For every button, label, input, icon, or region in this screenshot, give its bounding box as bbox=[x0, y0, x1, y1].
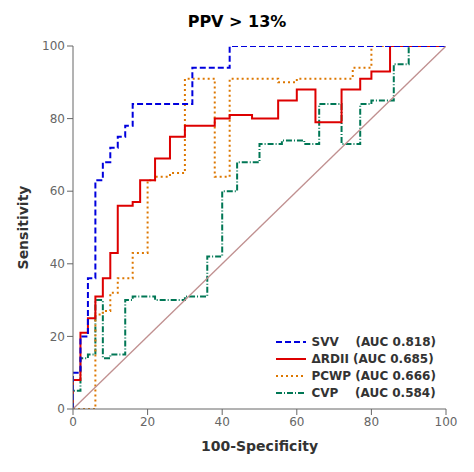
html-text:CVP (AUC 0.584): CVP (AUC 0.584) bbox=[311, 385, 436, 400]
svg-text:100: 100 bbox=[42, 39, 65, 53]
svg-text:20: 20 bbox=[50, 330, 65, 344]
html-text:ΔRDII (AUC 0.685): ΔRDII (AUC 0.685) bbox=[311, 351, 434, 366]
svg-text:Sensitivity: Sensitivity bbox=[15, 186, 31, 270]
svg-text:40: 40 bbox=[215, 415, 230, 429]
svg-text:80: 80 bbox=[50, 112, 65, 126]
svg-text:80: 80 bbox=[364, 415, 379, 429]
svg-text:0: 0 bbox=[69, 415, 77, 429]
html-text:PPV > 13%: PPV > 13% bbox=[187, 12, 287, 31]
svg-text:100-Specificity: 100-Specificity bbox=[201, 438, 318, 454]
svg-text:20: 20 bbox=[140, 415, 155, 429]
svg-text:100: 100 bbox=[435, 415, 458, 429]
svg-text:40: 40 bbox=[50, 257, 65, 271]
svg-text:0: 0 bbox=[57, 402, 65, 416]
html-text:PCWP (AUC 0.666): PCWP (AUC 0.666) bbox=[311, 368, 436, 383]
svg-text:60: 60 bbox=[50, 184, 65, 198]
html-text:SVV (AUC 0.818): SVV (AUC 0.818) bbox=[311, 334, 436, 349]
svg-text:60: 60 bbox=[289, 415, 304, 429]
